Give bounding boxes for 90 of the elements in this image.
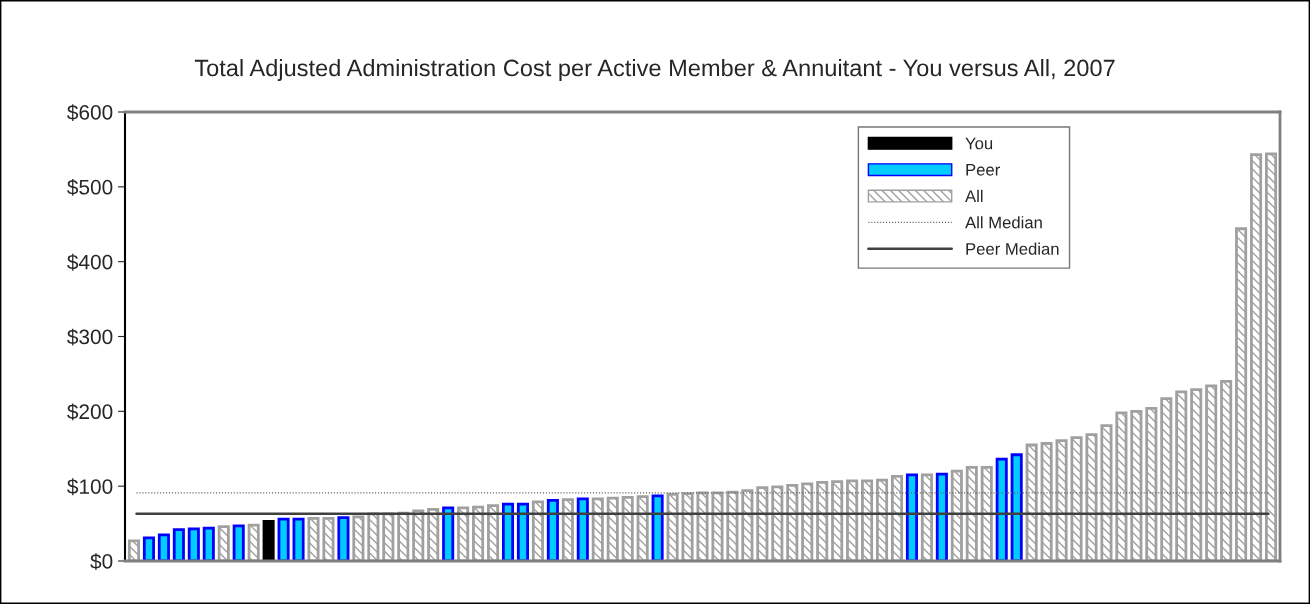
y-tick-label: $200 — [67, 403, 113, 421]
bar — [1265, 152, 1278, 561]
bar — [367, 512, 380, 561]
bar — [292, 517, 305, 561]
bar — [1160, 397, 1173, 561]
bar — [412, 509, 425, 561]
bar — [816, 481, 829, 561]
bar — [1220, 380, 1233, 561]
bar — [935, 472, 948, 561]
y-tick-label: $400 — [67, 253, 113, 271]
bar — [442, 506, 455, 561]
bar — [546, 498, 559, 561]
legend-label: All — [965, 189, 983, 202]
bar — [1100, 424, 1113, 561]
bar — [1085, 433, 1098, 561]
legend-label: All Median — [965, 216, 1042, 229]
y-tick-label: $300 — [67, 328, 113, 346]
bar — [1025, 443, 1038, 561]
bar — [771, 485, 784, 561]
bar — [1145, 406, 1158, 561]
bar — [516, 502, 529, 561]
bar — [726, 490, 739, 561]
bar — [382, 512, 395, 561]
legend-label: Peer — [966, 164, 1000, 176]
bar — [262, 519, 275, 561]
bar — [232, 524, 245, 561]
bar — [217, 525, 230, 561]
bar — [531, 500, 544, 561]
bar — [397, 511, 410, 561]
bar — [1190, 388, 1203, 561]
bar — [1130, 409, 1143, 561]
bar — [711, 491, 724, 561]
bar — [801, 482, 814, 561]
bar — [666, 493, 679, 561]
bar — [681, 492, 694, 561]
bar — [472, 505, 485, 561]
bar — [920, 473, 933, 561]
bar — [487, 504, 500, 561]
bar — [980, 466, 993, 561]
bar — [965, 466, 978, 561]
bar — [651, 494, 664, 561]
y-tick-label: $600 — [67, 104, 113, 121]
legend-label: You — [965, 137, 993, 150]
bar — [427, 507, 440, 561]
bar — [202, 526, 215, 561]
bar — [1205, 384, 1218, 561]
bar — [1070, 436, 1083, 561]
bar — [187, 527, 200, 561]
bar — [307, 516, 320, 561]
bar — [157, 533, 170, 561]
chart-title: Total Adjusted Administration Cost per Active Member & Annuitant - You versus All, 2007 — [194, 59, 1115, 81]
bar — [337, 516, 350, 561]
y-tick-label: $500 — [67, 178, 113, 196]
bar — [352, 515, 365, 561]
bar — [1055, 439, 1068, 561]
bar — [786, 484, 799, 561]
bar — [457, 506, 470, 561]
bar — [636, 495, 649, 561]
bar — [277, 517, 290, 561]
bar — [247, 523, 260, 561]
bar — [1115, 411, 1128, 561]
bar — [831, 480, 844, 561]
bar — [1040, 442, 1053, 561]
bar — [606, 496, 619, 561]
bar — [905, 473, 918, 561]
bar — [576, 497, 589, 561]
bar — [846, 479, 859, 561]
bar — [172, 528, 185, 561]
y-tick-label: $0 — [90, 553, 113, 570]
bar — [501, 502, 515, 561]
bar — [890, 475, 904, 561]
bar — [591, 497, 604, 561]
bar — [621, 496, 634, 561]
bar — [950, 469, 963, 561]
bar — [1010, 453, 1023, 561]
bar — [741, 489, 754, 561]
bar — [1250, 153, 1263, 561]
bar — [995, 457, 1008, 561]
bar — [142, 536, 155, 561]
bar — [322, 516, 335, 561]
bar — [696, 491, 709, 561]
bar — [876, 478, 889, 561]
bar — [1175, 390, 1188, 561]
y-tick-label: $100 — [67, 478, 113, 496]
legend-label: Peer Median — [966, 242, 1059, 255]
bar — [127, 539, 140, 561]
bar — [861, 479, 874, 561]
bar — [756, 486, 769, 561]
bar — [561, 498, 574, 561]
bar — [1235, 227, 1248, 561]
